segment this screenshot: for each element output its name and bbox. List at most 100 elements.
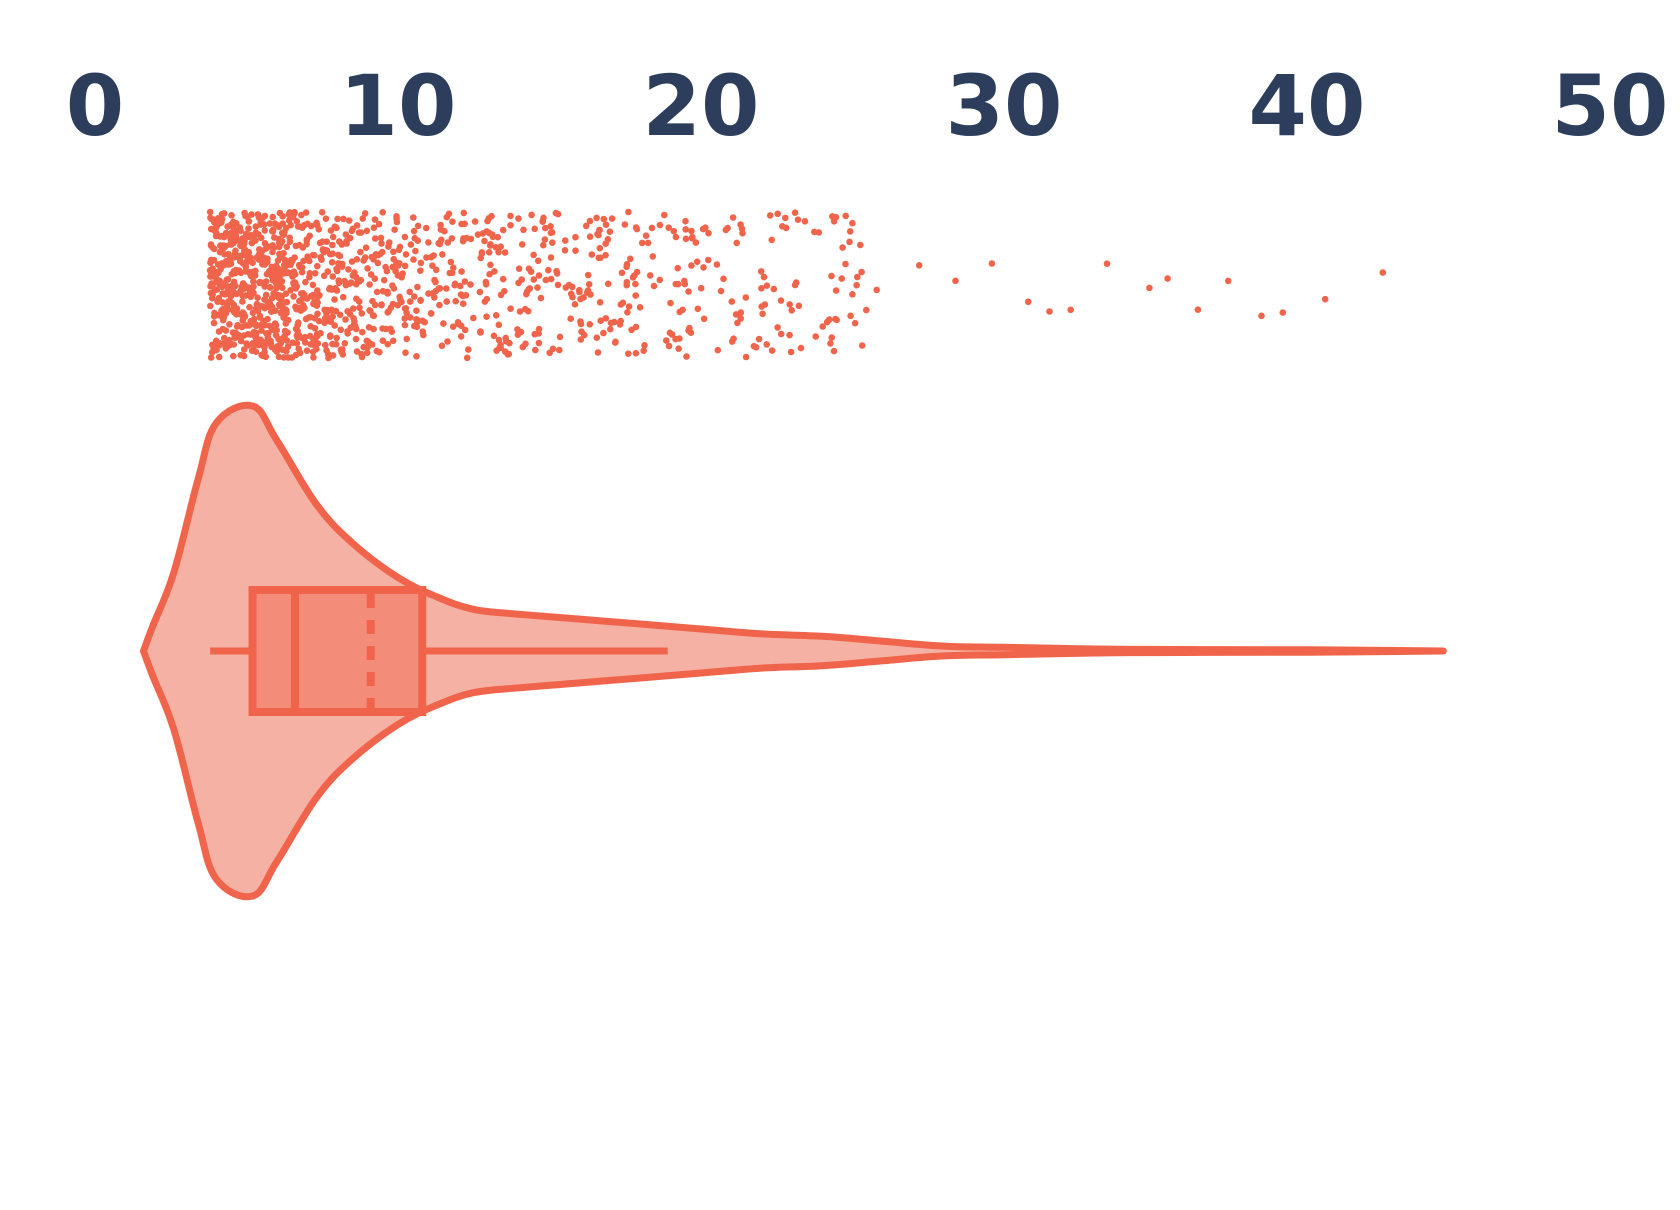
strip-point [600, 329, 607, 337]
strip-point [206, 208, 214, 216]
strip-point-outlier [1224, 277, 1232, 285]
strip-point [219, 325, 227, 333]
strip-point [679, 306, 686, 314]
strip-point [650, 282, 658, 290]
strip-point [600, 215, 608, 223]
strip-point [275, 223, 283, 231]
strip-point [380, 276, 388, 284]
strip-point [263, 330, 270, 337]
strip-point [632, 280, 639, 288]
strip-point [672, 233, 680, 241]
strip-point [476, 328, 484, 336]
strip-point [269, 213, 277, 221]
strip-point [440, 320, 447, 327]
strip-point [211, 227, 218, 234]
strip-point [219, 316, 227, 324]
strip-point [431, 276, 438, 284]
strip-point [774, 210, 781, 218]
strip-point [252, 321, 260, 328]
strip-point [520, 226, 527, 234]
strip-point [450, 264, 457, 272]
strip-point [288, 354, 296, 361]
strip-point [625, 350, 632, 358]
strip-point [355, 298, 363, 305]
strip-point [443, 213, 451, 221]
strip-point [461, 278, 469, 285]
strip-point [792, 279, 800, 286]
strip-point [633, 268, 641, 276]
strip-point [567, 315, 574, 323]
strip-point [353, 255, 361, 263]
strip-point [227, 241, 235, 248]
strip-point [604, 280, 612, 288]
strip-point [768, 236, 775, 244]
strip-point [471, 218, 479, 225]
strip-point [302, 278, 309, 286]
strip-point [554, 281, 562, 289]
strip-point [292, 242, 300, 250]
strip-point [758, 285, 765, 292]
box-plot [210, 586, 668, 716]
strip-point [456, 282, 464, 290]
strip-point [370, 224, 378, 231]
strip-point [222, 242, 230, 250]
strip-point [646, 272, 654, 279]
strip-point [427, 253, 435, 261]
strip-point [326, 333, 334, 341]
strip-point [226, 321, 233, 328]
strip-point [351, 322, 359, 330]
strip-point [366, 340, 374, 347]
strip-point [338, 348, 345, 356]
strip-point [476, 288, 484, 296]
strip-point [226, 336, 233, 344]
strip-point [623, 278, 631, 286]
strip-point [688, 262, 695, 269]
strip-point [717, 287, 725, 295]
strip-point [261, 212, 269, 220]
strip-point [648, 224, 656, 232]
strip-point [232, 269, 239, 277]
strip-point [699, 225, 707, 233]
strip-point [346, 280, 354, 287]
strip-point [372, 251, 380, 258]
strip-point [535, 272, 543, 279]
strip-point [549, 239, 556, 246]
strip-point [329, 273, 337, 280]
strip-point [339, 293, 347, 301]
strip-point [353, 222, 361, 229]
strip-point [830, 347, 838, 355]
strip-point [345, 217, 353, 224]
strip-point [239, 298, 246, 305]
strip-point [531, 225, 538, 233]
strip-point [666, 329, 674, 337]
strip-point [414, 222, 422, 230]
strip-point [237, 337, 245, 345]
strip-point [280, 261, 288, 269]
strip-point [384, 340, 392, 348]
strip-point [287, 287, 294, 294]
strip-point [649, 253, 657, 260]
strip-point [401, 233, 409, 241]
strip-point [847, 312, 854, 320]
strip-point [247, 318, 254, 325]
strip-point [332, 223, 339, 231]
strip-point-outlier [1279, 309, 1287, 316]
strip-point [437, 226, 445, 233]
strip-point [578, 328, 585, 336]
strip-point [383, 267, 391, 275]
strip-point [244, 342, 252, 349]
strip-point [528, 211, 535, 219]
strip-point [410, 322, 418, 330]
strip-point [413, 307, 420, 315]
strip-point [391, 226, 398, 233]
strip-point [366, 281, 373, 288]
strip-point [502, 338, 510, 345]
strip-point [298, 211, 305, 219]
strip-point [313, 302, 321, 310]
strip-point [641, 342, 648, 349]
strip-point [374, 259, 382, 267]
strip-point [323, 238, 331, 245]
strip-point [457, 333, 465, 340]
strip-point [539, 217, 546, 225]
strip-point [245, 218, 253, 225]
